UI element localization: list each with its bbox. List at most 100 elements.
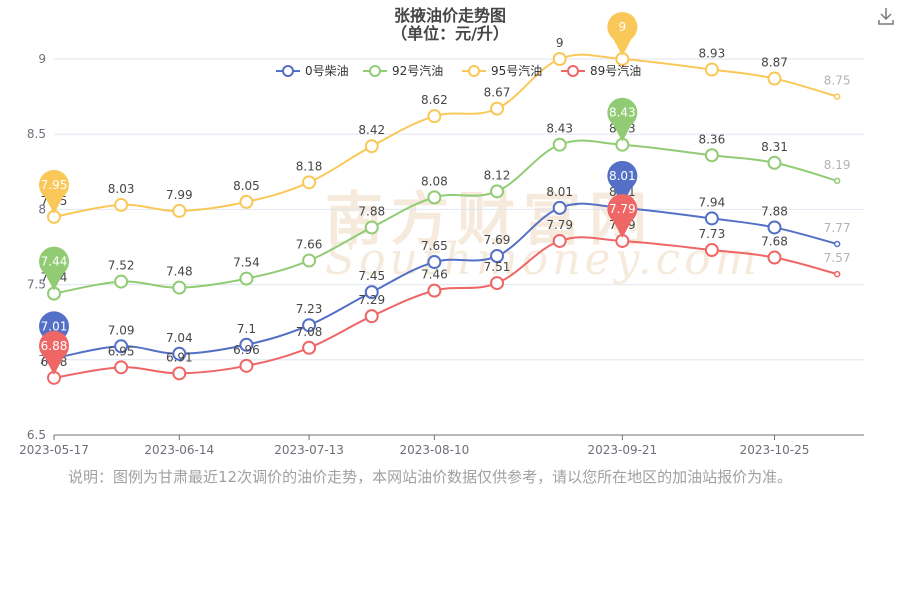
data-label: 7.77 bbox=[824, 221, 851, 235]
data-point bbox=[767, 155, 782, 170]
data-label: 8.01 bbox=[546, 185, 573, 199]
data-point bbox=[427, 109, 442, 124]
data-point bbox=[833, 93, 841, 100]
data-point bbox=[833, 177, 841, 185]
y-tick-label: 7 bbox=[38, 353, 46, 367]
watermark: 南方财富网 Southmoney.com bbox=[325, 172, 756, 292]
data-label: 8.36 bbox=[698, 132, 725, 146]
legend-item-3[interactable]: 89号汽油 bbox=[561, 63, 641, 78]
pin-layer: 7.01 8.01 7.44 8.43 7.95 9 6.88 7.79 bbox=[39, 12, 638, 375]
y-tick-label: 8 bbox=[38, 202, 46, 216]
data-label: 7.08 bbox=[296, 325, 323, 339]
pin-label: 7.44 bbox=[41, 255, 68, 269]
data-point bbox=[302, 175, 317, 190]
legend-label: 95号汽油 bbox=[491, 63, 542, 78]
data-point bbox=[767, 220, 782, 235]
data-label: 7.09 bbox=[108, 323, 135, 337]
data-label: 8.93 bbox=[698, 47, 725, 61]
y-tick-label: 6.5 bbox=[27, 428, 46, 442]
pin-marker: 8.43 bbox=[607, 97, 638, 142]
series-3: 6.886.956.916.967.087.297.467.517.797.79… bbox=[41, 218, 851, 385]
pin-label: 7.01 bbox=[41, 319, 68, 333]
data-label: 7.73 bbox=[698, 227, 725, 241]
legend-item-1[interactable]: 92号汽油 bbox=[363, 63, 443, 78]
x-tick-label: 2023-06-14 bbox=[144, 443, 214, 457]
x-tick-label: 2023-10-25 bbox=[740, 443, 810, 457]
legend-item-2[interactable]: 95号汽油 bbox=[462, 63, 542, 78]
data-point bbox=[364, 139, 379, 154]
data-label: 8.12 bbox=[484, 168, 511, 182]
data-label: 8.62 bbox=[421, 93, 448, 107]
series-1: 7.447.527.487.547.667.888.088.128.438.43… bbox=[41, 122, 851, 301]
data-point bbox=[302, 318, 317, 333]
data-point bbox=[704, 62, 719, 77]
y-tick-label: 8.5 bbox=[27, 127, 46, 141]
data-point bbox=[704, 243, 719, 258]
data-point bbox=[552, 200, 567, 215]
data-label: 8.42 bbox=[358, 123, 385, 137]
pin-marker: 9 bbox=[607, 12, 638, 56]
legend-item-0[interactable]: 0号柴油 bbox=[276, 64, 349, 78]
data-label: 7.79 bbox=[546, 218, 573, 232]
data-point bbox=[364, 285, 379, 300]
download-icon[interactable] bbox=[876, 6, 896, 26]
data-label: 8.67 bbox=[484, 86, 511, 100]
data-label: 7.68 bbox=[761, 235, 788, 249]
data-point bbox=[172, 366, 187, 381]
legend-label: 89号汽油 bbox=[590, 63, 641, 78]
data-point bbox=[767, 71, 782, 86]
data-point bbox=[114, 197, 129, 212]
data-label: 7.45 bbox=[358, 269, 385, 283]
data-label: 7.48 bbox=[166, 265, 193, 279]
data-label: 7.23 bbox=[296, 302, 323, 316]
data-label: 7.88 bbox=[761, 204, 788, 218]
data-point bbox=[302, 340, 317, 355]
y-tick-label: 7.5 bbox=[27, 278, 46, 292]
data-point bbox=[302, 253, 317, 268]
data-label: 8.43 bbox=[546, 122, 573, 136]
pin-shape bbox=[39, 330, 70, 375]
data-point bbox=[114, 360, 129, 375]
data-point bbox=[427, 255, 442, 270]
series-layer: 7.017.097.047.17.237.457.657.698.018.017… bbox=[41, 36, 851, 385]
axes: 6.5 7 7.5 8 8.5 9 2023-05-17 2023-06-14 2023-07-… bbox=[19, 52, 864, 457]
data-point bbox=[172, 346, 187, 361]
data-point bbox=[552, 233, 567, 248]
x-tick-label: 2023-09-21 bbox=[587, 443, 657, 457]
pin-label: 7.95 bbox=[41, 178, 68, 192]
data-point bbox=[704, 211, 719, 226]
data-label: 9 bbox=[556, 36, 564, 50]
data-label: 6.91 bbox=[166, 350, 193, 364]
data-point bbox=[364, 309, 379, 324]
pin-marker: 8.01 bbox=[607, 160, 638, 205]
data-label: 7.99 bbox=[166, 188, 193, 202]
data-label: 8.87 bbox=[761, 56, 788, 70]
x-tick-label: 2023-08-10 bbox=[400, 443, 470, 457]
legend-marker bbox=[369, 65, 381, 77]
data-label: 7.57 bbox=[824, 251, 851, 265]
data-point bbox=[114, 274, 129, 289]
data-point bbox=[767, 250, 782, 265]
data-point bbox=[490, 276, 505, 291]
legend[interactable]: 0号柴油 92号汽油 95号汽油 89号汽油 bbox=[276, 63, 641, 78]
data-point bbox=[364, 220, 379, 235]
data-label: 8.03 bbox=[108, 182, 135, 196]
pin-marker: 6.88 bbox=[39, 330, 70, 375]
pin-label: 6.88 bbox=[41, 339, 68, 353]
data-point bbox=[490, 184, 505, 199]
data-point bbox=[114, 339, 129, 354]
data-point bbox=[172, 280, 187, 295]
data-point bbox=[172, 203, 187, 218]
data-point bbox=[490, 101, 505, 116]
data-point bbox=[833, 240, 841, 248]
pin-shape bbox=[39, 169, 70, 214]
data-label: 7.94 bbox=[698, 195, 725, 209]
data-point bbox=[239, 337, 254, 352]
chart-subtitle: （单位：元/升） bbox=[391, 24, 509, 43]
pin-shape bbox=[607, 193, 638, 238]
legend-marker bbox=[567, 65, 579, 77]
data-label: 6.95 bbox=[108, 344, 135, 358]
data-point bbox=[427, 190, 442, 205]
data-label: 7.52 bbox=[108, 259, 135, 273]
